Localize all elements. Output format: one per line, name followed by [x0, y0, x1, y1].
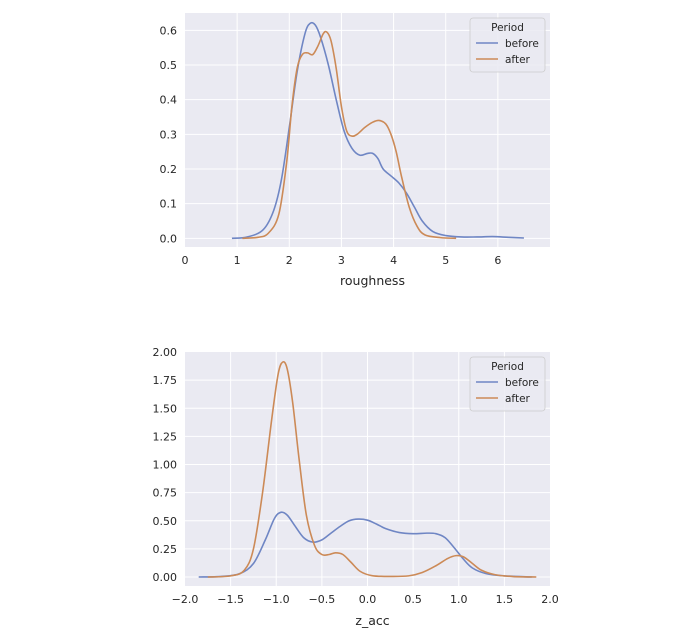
y-tick-label: 0.50 [153, 515, 178, 528]
z-acc-density-chart: −2.0 −1.5 −1.0 −0.5 0.0 0.5 1.0 1.5 2.0 0.00 0.25 0… [153, 346, 559, 628]
x-tick-label: 3 [338, 254, 345, 267]
series-line-before [198, 511, 532, 578]
x-tick-label: 0.5 [404, 593, 422, 606]
x-tick-label: −0.5 [309, 593, 336, 606]
x-tick-label: 1.0 [450, 593, 468, 606]
x-tick-label: 1 [234, 254, 241, 267]
y-tick-label: 0.5 [160, 59, 178, 72]
x-tick-label: 2.0 [541, 593, 559, 606]
legend-title: Period [491, 361, 524, 373]
y-tick-label: 0.25 [153, 543, 178, 556]
y-tick-label: 0.00 [153, 571, 178, 584]
roughness-density-chart: 0 1 2 3 4 5 6 0.0 0.1 0.2 0.3 0.4 0.5 0.6 roughness Per… [160, 13, 550, 288]
x-tick-label: 2 [286, 254, 293, 267]
legend-label-before: before [505, 377, 539, 389]
y-tick-label: 0.6 [160, 24, 178, 37]
legend-label-after: after [505, 393, 531, 405]
y-tick-label: 0.75 [153, 487, 178, 500]
legend-label-after: after [505, 54, 531, 66]
legend-title: Period [491, 22, 524, 34]
series-line-after [242, 30, 457, 240]
legend: Period before after [469, 356, 546, 412]
x-tick-label: 1.5 [496, 593, 514, 606]
y-tick-label: 0.1 [160, 198, 178, 211]
y-tick-label: 0.3 [160, 128, 178, 141]
series-line-after [207, 361, 537, 578]
x-tick-label: −1.0 [263, 593, 290, 606]
x-tick-label: 0 [182, 254, 189, 267]
x-axis-label: roughness [340, 273, 405, 288]
x-tick-label: 6 [494, 254, 501, 267]
y-tick-label: 0.2 [160, 163, 178, 176]
y-tick-label: 0.0 [160, 232, 178, 245]
y-tick-label: 1.00 [153, 459, 178, 472]
x-tick-label: −2.0 [172, 593, 199, 606]
x-tick-label: 4 [390, 254, 397, 267]
x-tick-label: 0.0 [359, 593, 377, 606]
y-tick-label: 1.25 [153, 430, 178, 443]
y-tick-label: 0.4 [160, 94, 178, 107]
x-axis-label: z_acc [355, 613, 389, 628]
y-tick-label: 2.00 [153, 346, 178, 359]
y-tick-label: 1.75 [153, 374, 178, 387]
x-tick-label: −1.5 [217, 593, 244, 606]
legend-label-before: before [505, 38, 539, 50]
legend: Period before after [469, 17, 546, 73]
x-tick-label: 5 [442, 254, 449, 267]
y-tick-label: 1.50 [153, 402, 178, 415]
